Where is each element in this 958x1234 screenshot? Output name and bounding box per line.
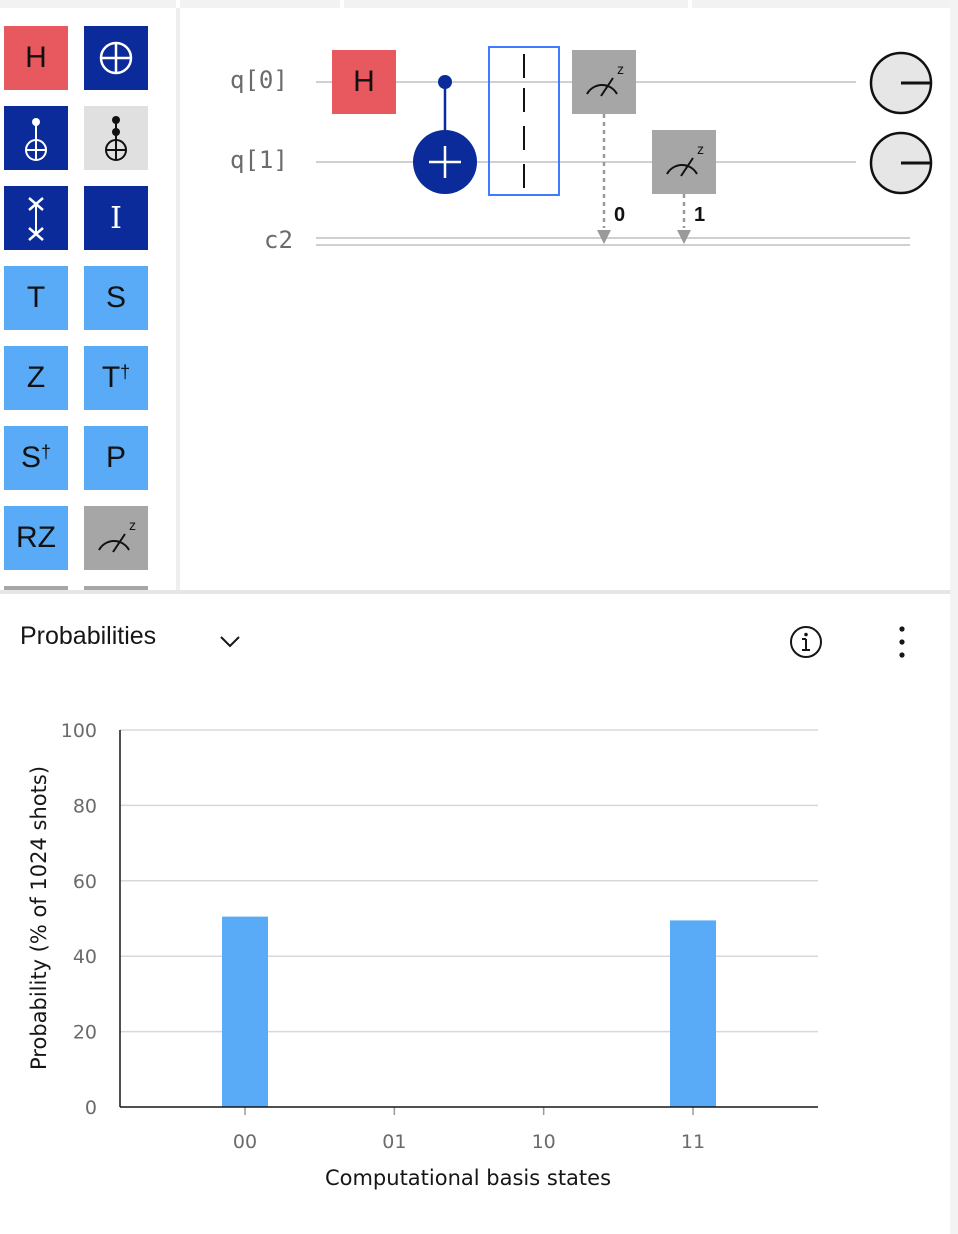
gate-palette: H I T S Z T † S † P RZ z <box>0 8 180 592</box>
measure-basis-label: z <box>129 517 136 533</box>
measure-arrow-q0 <box>597 114 611 244</box>
measure-basis-label: z <box>697 141 704 157</box>
classical-register-label[interactable]: c2 <box>264 226 293 254</box>
panel-title[interactable]: Probabilities <box>20 622 157 650</box>
y-tick-label: 80 <box>73 795 97 817</box>
barrier-icon <box>523 54 525 188</box>
circuit-h-gate-label: H <box>353 65 375 98</box>
dagger-mark: † <box>120 361 131 382</box>
toffoli-gate-icon <box>105 116 127 161</box>
circuit-measure-q0[interactable]: z <box>572 50 636 114</box>
measure-z-icon: z <box>666 141 704 177</box>
phase-gate-button[interactable]: P <box>84 426 148 490</box>
measure-basis-label: z <box>617 61 624 77</box>
measure-z-icon: z <box>586 61 624 97</box>
classical-bit-label-1: 1 <box>694 204 706 226</box>
chart-ticks: 0 20 40 60 80 100 00 01 10 11 <box>61 720 705 1153</box>
s-gate-button[interactable]: S <box>84 266 148 330</box>
t-gate-label: T <box>26 281 46 314</box>
h-gate-button[interactable]: H <box>4 26 68 90</box>
circuit-canvas: q[0] q[1] c2 H z 0 z 1 <box>180 8 950 592</box>
sdg-gate-button[interactable]: S † <box>4 426 68 490</box>
panel-divider <box>0 590 950 594</box>
measure-gate-button[interactable]: z <box>84 506 148 570</box>
chevron-down-icon[interactable] <box>218 630 242 654</box>
y-tick-label: 20 <box>73 1022 97 1044</box>
rz-gate-button[interactable]: RZ <box>4 506 68 570</box>
swap-gate-button[interactable] <box>4 186 68 250</box>
top-divider <box>344 0 688 8</box>
sdg-gate-label: S <box>20 441 41 474</box>
chart-axes <box>119 730 818 1115</box>
measure-arrow-q1 <box>677 194 691 244</box>
rz-gate-label: RZ <box>16 521 56 554</box>
overflow-menu-icon[interactable] <box>890 624 914 660</box>
tdg-gate-label: T <box>101 361 121 394</box>
chart-bars <box>222 916 716 1107</box>
right-border <box>950 0 958 1234</box>
top-divider <box>180 0 340 8</box>
y-tick-label: 60 <box>73 871 97 893</box>
circuit-measure-q1[interactable]: z <box>652 130 716 194</box>
more-gate-button[interactable] <box>84 586 148 592</box>
info-icon[interactable] <box>788 624 824 660</box>
qubit-label-q1[interactable]: q[1] <box>230 146 288 174</box>
cnot-gate-icon <box>25 118 47 161</box>
dagger-mark: † <box>41 441 52 462</box>
more-gate-button[interactable] <box>4 586 68 592</box>
tdg-gate-button[interactable]: T † <box>84 346 148 410</box>
z-gate-button[interactable]: Z <box>4 346 68 410</box>
qubit-label-q0[interactable]: q[0] <box>230 66 288 94</box>
measure-z-icon: z <box>98 517 136 553</box>
y-axis-title: Probability (% of 1024 shots) <box>27 766 51 1070</box>
h-gate-label: H <box>25 41 47 74</box>
qubit-wire-q1 <box>316 161 856 163</box>
circuit-barrier[interactable] <box>488 46 560 196</box>
not-gate-icon <box>99 41 133 75</box>
phase-gate-label: P <box>105 441 126 474</box>
probability-chart: 0 20 40 60 80 100 00 01 10 11 Probability (% of 1… <box>27 720 818 1190</box>
y-tick-label: 0 <box>85 1097 97 1119</box>
bar-00 <box>222 916 268 1107</box>
identity-gate-label: I <box>110 200 122 236</box>
top-divider <box>692 0 950 8</box>
x-tick-label: 01 <box>382 1131 406 1153</box>
x-tick-label: 10 <box>532 1131 556 1153</box>
y-tick-label: 40 <box>73 946 97 968</box>
x-tick-label: 00 <box>233 1131 257 1153</box>
y-tick-label: 100 <box>61 720 97 742</box>
circuit-h-gate[interactable]: H <box>332 50 396 114</box>
identity-gate-button[interactable]: I <box>84 186 148 250</box>
x-axis-title: Computational basis states <box>325 1166 611 1190</box>
classical-wire <box>316 244 910 246</box>
cnot-gate-button[interactable] <box>4 106 68 170</box>
qubit-state-indicator-icon[interactable] <box>868 130 934 196</box>
not-gate-button[interactable] <box>84 26 148 90</box>
classical-bit-label-0: 0 <box>614 204 626 226</box>
circuit-cnot-gate[interactable] <box>406 66 486 196</box>
bar-11 <box>670 920 716 1107</box>
s-gate-label: S <box>105 281 126 314</box>
top-divider <box>0 0 176 8</box>
classical-wire <box>316 237 910 239</box>
toffoli-gate-button[interactable] <box>84 106 148 170</box>
swap-gate-icon <box>28 197 44 241</box>
t-gate-button[interactable]: T <box>4 266 68 330</box>
qubit-state-indicator-icon[interactable] <box>868 50 934 116</box>
x-tick-label: 11 <box>681 1131 705 1153</box>
z-gate-label: Z <box>26 361 46 394</box>
